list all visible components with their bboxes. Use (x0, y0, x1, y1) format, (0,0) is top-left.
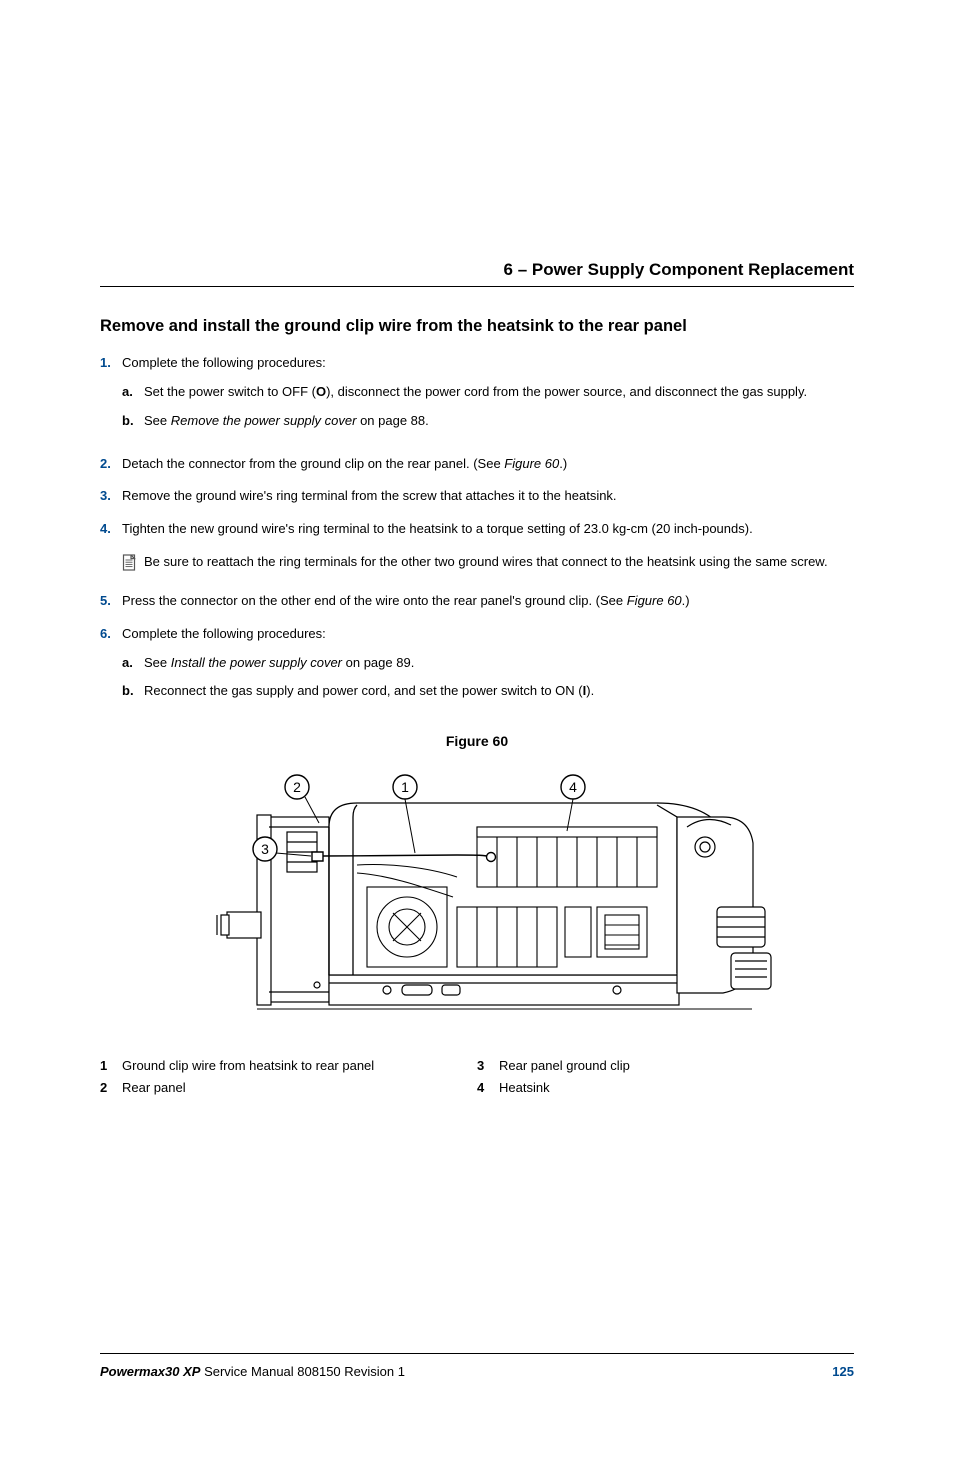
step-body: Complete the following procedures: a. Se… (122, 625, 854, 712)
callout-1: 1 (401, 779, 409, 795)
text-post: .) (682, 593, 690, 608)
substep-list: a. Set the power switch to OFF (O), disc… (122, 383, 854, 431)
legend-num: 3 (477, 1055, 499, 1077)
legend-item-3: 3 Rear panel ground clip (477, 1055, 854, 1077)
legend-text: Heatsink (499, 1077, 550, 1099)
substep-body: See Remove the power supply cover on pag… (144, 412, 854, 431)
step-1: 1. Complete the following procedures: a.… (100, 354, 854, 441)
substep-1a: a. Set the power switch to OFF (O), disc… (122, 383, 854, 402)
substep-letter: b. (122, 682, 144, 701)
step-3: 3. Remove the ground wire's ring termina… (100, 487, 854, 506)
step-6: 6. Complete the following procedures: a.… (100, 625, 854, 712)
page: 6 – Power Supply Component Replacement R… (0, 0, 954, 1475)
legend-col-left: 1 Ground clip wire from heatsink to rear… (100, 1055, 477, 1099)
callout-3: 3 (261, 841, 269, 857)
text-italic: Figure 60 (504, 456, 559, 471)
procedure-list: 1. Complete the following procedures: a.… (100, 354, 854, 539)
substep-list: a. See Install the power supply cover on… (122, 654, 854, 702)
legend-text: Rear panel ground clip (499, 1055, 630, 1077)
legend-text: Ground clip wire from heatsink to rear p… (122, 1055, 374, 1077)
text-pre: Reconnect the gas supply and power cord,… (144, 683, 583, 698)
step-4: 4. Tighten the new ground wire's ring te… (100, 520, 854, 539)
legend-num: 4 (477, 1077, 499, 1099)
substep-letter: a. (122, 654, 144, 673)
callout-2: 2 (293, 779, 301, 795)
substep-body: See Install the power supply cover on pa… (144, 654, 854, 673)
figure-legend: 1 Ground clip wire from heatsink to rear… (100, 1055, 854, 1099)
legend-item-4: 4 Heatsink (477, 1077, 854, 1099)
legend-text: Rear panel (122, 1077, 186, 1099)
footer-left: Powermax30 XP Service Manual 808150 Revi… (100, 1364, 405, 1379)
substep-letter: a. (122, 383, 144, 402)
footer-page-number: 125 (832, 1364, 854, 1379)
step-number: 3. (100, 487, 122, 506)
text-pre: Press the connector on the other end of … (122, 593, 627, 608)
text-pre: See (144, 655, 171, 670)
legend-col-right: 3 Rear panel ground clip 4 Heatsink (477, 1055, 854, 1099)
note: Be sure to reattach the ring terminals f… (122, 553, 854, 578)
step-body: Tighten the new ground wire's ring termi… (122, 520, 854, 539)
text-post: .) (559, 456, 567, 471)
section-title: Remove and install the ground clip wire … (100, 317, 854, 336)
step-5: 5. Press the connector on the other end … (100, 592, 854, 611)
legend-item-1: 1 Ground clip wire from heatsink to rear… (100, 1055, 477, 1077)
text-post: on page 88. (356, 413, 428, 428)
substep-body: Reconnect the gas supply and power cord,… (144, 682, 854, 701)
text-pre: Detach the connector from the ground cli… (122, 456, 504, 471)
chapter-title: 6 – Power Supply Component Replacement (504, 260, 854, 279)
step-number: 4. (100, 520, 122, 539)
text-italic: Figure 60 (627, 593, 682, 608)
text-italic: Remove the power supply cover (171, 413, 357, 428)
footer-product: Powermax30 XP (100, 1364, 200, 1379)
figure-caption: Figure 60 (100, 733, 854, 749)
text-post: ). (586, 683, 594, 698)
text-post: ), disconnect the power cord from the po… (326, 384, 807, 399)
step-text: Remove the ground wire's ring terminal f… (122, 488, 617, 503)
step-text: Tighten the new ground wire's ring termi… (122, 521, 753, 536)
text-pre: See (144, 413, 171, 428)
substep-6b: b. Reconnect the gas supply and power co… (122, 682, 854, 701)
substep-letter: b. (122, 412, 144, 431)
text-pre: Set the power switch to OFF ( (144, 384, 316, 399)
note-text: Be sure to reattach the ring terminals f… (144, 553, 854, 572)
callout-4: 4 (569, 779, 577, 795)
page-footer: Powermax30 XP Service Manual 808150 Revi… (100, 1353, 854, 1379)
legend-num: 1 (100, 1055, 122, 1077)
step-number: 2. (100, 455, 122, 474)
step-body: Complete the following procedures: a. Se… (122, 354, 854, 441)
figure-svg: 1 2 3 4 (157, 757, 797, 1027)
substep-6a: a. See Install the power supply cover on… (122, 654, 854, 673)
note-icon (122, 553, 144, 578)
step-number: 6. (100, 625, 122, 712)
chapter-header: 6 – Power Supply Component Replacement (100, 260, 854, 287)
legend-num: 2 (100, 1077, 122, 1099)
procedure-list-cont: 5. Press the connector on the other end … (100, 592, 854, 711)
step-number: 1. (100, 354, 122, 441)
footer-rest: Service Manual 808150 Revision 1 (200, 1364, 405, 1379)
step-body: Detach the connector from the ground cli… (122, 455, 854, 474)
step-number: 5. (100, 592, 122, 611)
substep-1b: b. See Remove the power supply cover on … (122, 412, 854, 431)
step-2: 2. Detach the connector from the ground … (100, 455, 854, 474)
figure-60: 1 2 3 4 (100, 757, 854, 1027)
legend-item-2: 2 Rear panel (100, 1077, 477, 1099)
text-italic: Install the power supply cover (171, 655, 342, 670)
text-post: on page 89. (342, 655, 414, 670)
step-body: Remove the ground wire's ring terminal f… (122, 487, 854, 506)
substep-body: Set the power switch to OFF (O), disconn… (144, 383, 854, 402)
step-text: Complete the following procedures: (122, 626, 326, 641)
step-body: Press the connector on the other end of … (122, 592, 854, 611)
step-text: Complete the following procedures: (122, 355, 326, 370)
text-bold: O (316, 384, 326, 399)
